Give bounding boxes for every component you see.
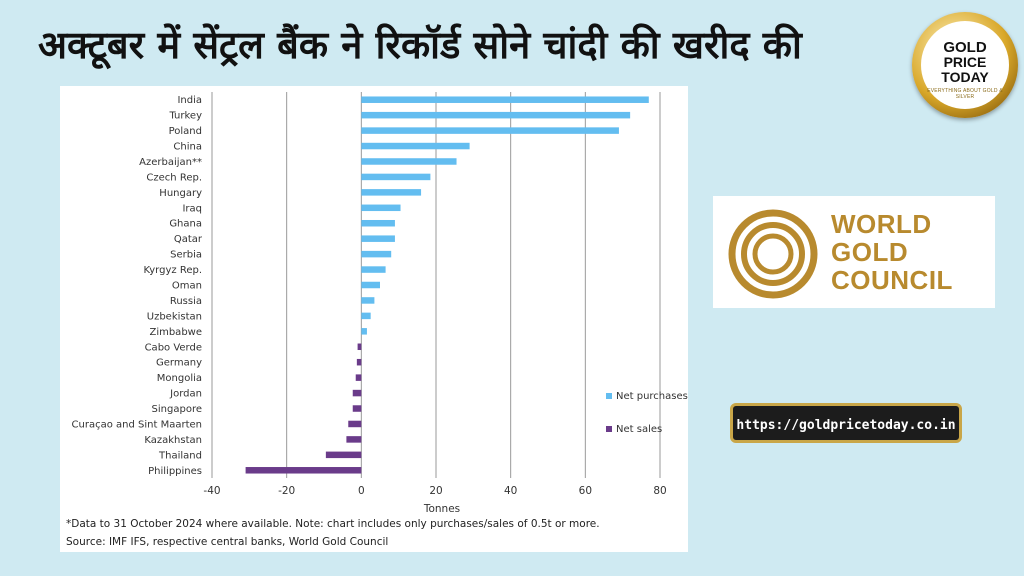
x-tick-label: 20 (429, 485, 442, 497)
category-label: Uzbekistan (147, 311, 202, 322)
chart-footnote: *Data to 31 October 2024 where available… (66, 518, 600, 530)
bar (348, 420, 362, 428)
bar (361, 219, 395, 227)
bar (361, 127, 619, 134)
bar (361, 312, 371, 320)
badge-line-today: TODAY (941, 69, 989, 85)
bar (325, 451, 362, 459)
x-tick-label: 0 (358, 485, 365, 497)
category-label: Kazakhstan (144, 435, 202, 446)
category-label: Germany (156, 358, 202, 369)
bar (355, 374, 362, 381)
category-label: Oman (172, 281, 202, 292)
wgc-word-gold: GOLD (831, 237, 909, 267)
category-label: Singapore (152, 404, 202, 415)
website-url-link[interactable]: https://goldpricetoday.co.in (730, 403, 962, 443)
badge-line-gold: GOLD (943, 39, 987, 56)
x-tick-label: 40 (504, 485, 517, 497)
badge-line-price: PRICE (943, 54, 987, 70)
page-title: अक्टूबर में सेंट्रल बैंक ने रिकॉर्ड सोने… (38, 23, 802, 67)
x-tick-label: 60 (579, 485, 592, 497)
badge-inner: GOLD PRICE TODAY EVERYTHING ABOUT GOLD &… (921, 21, 1009, 109)
chart-source: Source: IMF IFS, respective central bank… (66, 536, 389, 548)
bar (361, 189, 422, 196)
bar (361, 111, 631, 119)
category-label: Ghana (169, 219, 202, 230)
bar (361, 250, 392, 258)
bar (361, 173, 431, 181)
gold-price-today-badge: GOLD PRICE TODAY EVERYTHING ABOUT GOLD &… (912, 12, 1018, 118)
category-label: Zimbabwe (149, 327, 202, 338)
bar (346, 436, 362, 443)
category-label: Hungary (159, 188, 202, 199)
chart-panel: -40 -20 0 20 40 60 80 Tonnes India Turkey Poland Ch… (60, 86, 688, 552)
category-label: China (173, 142, 202, 153)
bar (361, 96, 649, 103)
x-tick-label: -20 (278, 485, 295, 497)
badge-tagline: EVERYTHING ABOUT GOLD & SILVER (927, 88, 1003, 100)
wgc-word-world: WORLD (831, 209, 932, 239)
bar (356, 358, 362, 366)
x-axis-label: Tonnes (423, 503, 460, 515)
bar (361, 328, 367, 335)
bar (361, 235, 395, 242)
legend-swatch (606, 426, 612, 432)
category-label: Azerbaijan** (139, 157, 202, 168)
x-tick-label: 80 (653, 485, 666, 497)
legend-label: Net purchases (616, 391, 688, 402)
legend-label: Net sales (616, 424, 662, 435)
category-label: Jordan (169, 389, 202, 400)
bar (357, 343, 362, 351)
category-label: Kyrgyz Rep. (143, 265, 202, 276)
category-label: Mongolia (157, 373, 202, 384)
bar (352, 389, 362, 397)
bar (361, 266, 386, 273)
category-label: Philippines (148, 466, 202, 477)
world-gold-council-logo: WORLD GOLD COUNCIL (713, 196, 995, 308)
wgc-word-council: COUNCIL (831, 265, 953, 295)
bar (245, 467, 362, 474)
bar (361, 204, 401, 212)
category-label: Qatar (174, 234, 203, 245)
concentric-rings-icon (728, 209, 818, 299)
category-label: Iraq (182, 203, 202, 214)
bar (361, 297, 375, 304)
category-label: Cabo Verde (145, 342, 202, 353)
category-label: Curaçao and Sint Maarten (72, 419, 202, 430)
category-label: Poland (169, 126, 202, 137)
bar (361, 142, 470, 150)
wgc-wordmark: WORLD GOLD COUNCIL (831, 210, 953, 294)
legend-swatch (606, 393, 612, 399)
category-label: Thailand (158, 450, 202, 461)
x-tick-label: -40 (203, 485, 220, 497)
bar (361, 158, 457, 165)
central-bank-gold-chart: -40 -20 0 20 40 60 80 Tonnes India Turkey Poland Ch… (72, 92, 688, 515)
category-label: Czech Rep. (146, 172, 202, 183)
category-label: Serbia (170, 250, 202, 261)
bar (361, 281, 380, 289)
category-label: Russia (170, 296, 202, 307)
category-label: India (177, 95, 202, 106)
bar (352, 405, 362, 412)
category-label: Turkey (168, 111, 202, 122)
